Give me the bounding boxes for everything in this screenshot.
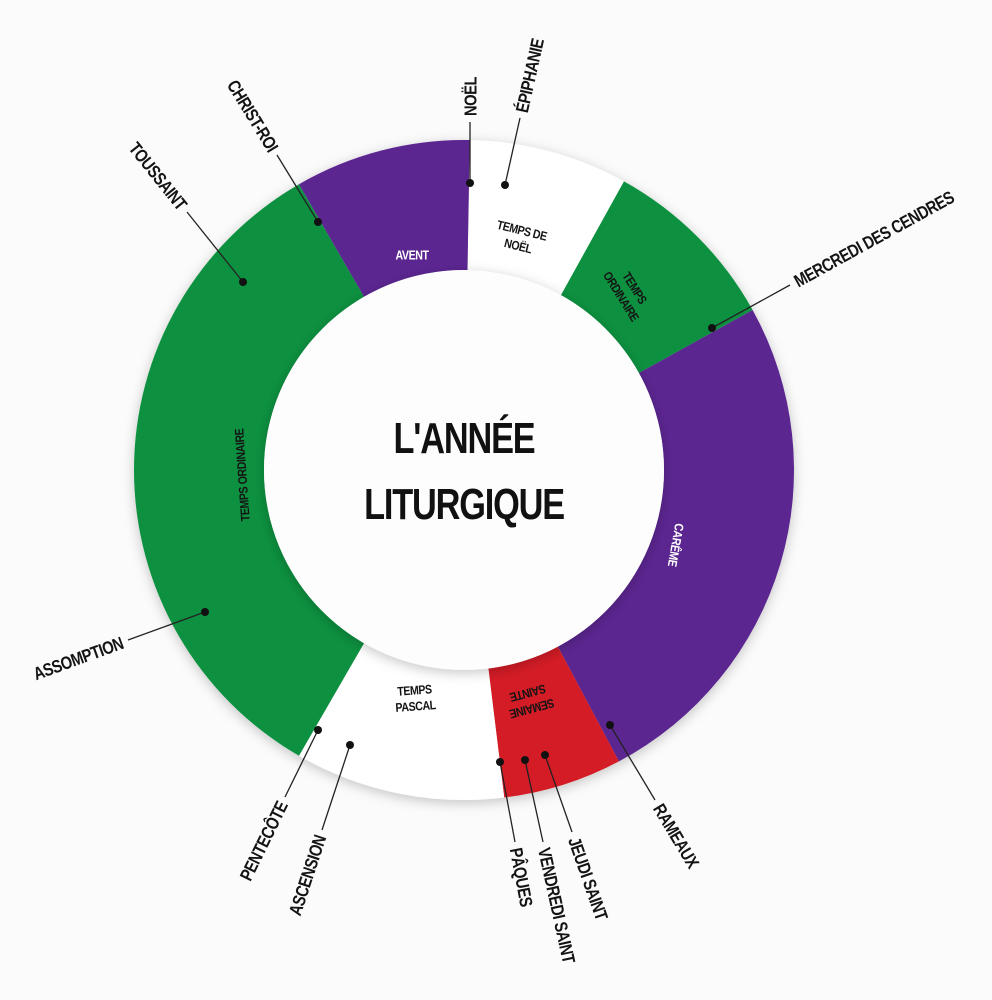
season-segment bbox=[299, 140, 470, 297]
feast-dot bbox=[466, 179, 474, 187]
season-segment bbox=[299, 643, 505, 800]
leader-line bbox=[321, 744, 351, 831]
leader-line bbox=[504, 117, 521, 186]
leader-line bbox=[524, 759, 544, 843]
feast-dot bbox=[314, 218, 322, 226]
feast-dot bbox=[708, 324, 716, 332]
feast-marker: TOUSSAINT bbox=[124, 139, 247, 286]
feast-marker: NOËL bbox=[461, 77, 481, 187]
feast-dot bbox=[501, 181, 509, 189]
season-label-line: TEMPS bbox=[397, 683, 433, 699]
feast-dot bbox=[314, 726, 322, 734]
feast-dot bbox=[201, 608, 209, 616]
center-disc bbox=[264, 270, 664, 670]
feast-label: MERCREDI DES CENDRES bbox=[791, 188, 958, 292]
feast-label: PENTECÔTE bbox=[236, 798, 293, 884]
feast-label: VENDREDI SAINT bbox=[534, 846, 579, 966]
feast-label: TOUSSAINT bbox=[124, 139, 190, 214]
feast-dot bbox=[521, 756, 529, 764]
title-line-1: L'ANNÉE bbox=[393, 414, 534, 463]
leader-line bbox=[127, 611, 206, 641]
feast-label: ASCENSION bbox=[286, 833, 331, 918]
title-line-2: LITURGIQUE bbox=[364, 480, 564, 529]
feast-dot bbox=[606, 721, 614, 729]
feast-label: ÉPIPHANIE bbox=[512, 36, 549, 114]
feast-dot bbox=[239, 278, 247, 286]
leader-line bbox=[186, 211, 244, 283]
feast-label: CHRIST-ROI bbox=[223, 77, 282, 156]
leader-line bbox=[711, 284, 791, 329]
season-label: TEMPS ORDINAIRE bbox=[232, 428, 252, 522]
feast-label: NOËL bbox=[461, 77, 481, 116]
feast-label: RAMEAUX bbox=[649, 801, 703, 873]
season-label-line: PASCAL bbox=[395, 698, 437, 715]
feast-label: PÂQUES bbox=[505, 846, 536, 909]
season-label-line: TEMPS ORDINAIRE bbox=[232, 428, 252, 522]
season-label: AVENT bbox=[395, 249, 429, 263]
leader-line bbox=[276, 154, 319, 223]
leader-line bbox=[609, 724, 656, 801]
season-ring bbox=[134, 140, 794, 800]
feast-dot bbox=[346, 741, 354, 749]
leader-line bbox=[499, 761, 516, 843]
feast-label: JEUDI SAINT bbox=[564, 835, 611, 923]
leader-line bbox=[284, 729, 319, 798]
feast-dot bbox=[496, 758, 504, 766]
feast-marker: RAMEAUX bbox=[606, 721, 702, 872]
season-label-line: AVENT bbox=[395, 249, 428, 263]
feast-label: ASSOMPTION bbox=[31, 634, 126, 685]
season-segment bbox=[134, 184, 364, 756]
season-label-line: NOËL bbox=[503, 236, 534, 256]
leader-line bbox=[544, 754, 573, 833]
season-segment bbox=[557, 310, 794, 762]
feast-dot bbox=[541, 751, 549, 759]
season-segment bbox=[560, 181, 753, 374]
